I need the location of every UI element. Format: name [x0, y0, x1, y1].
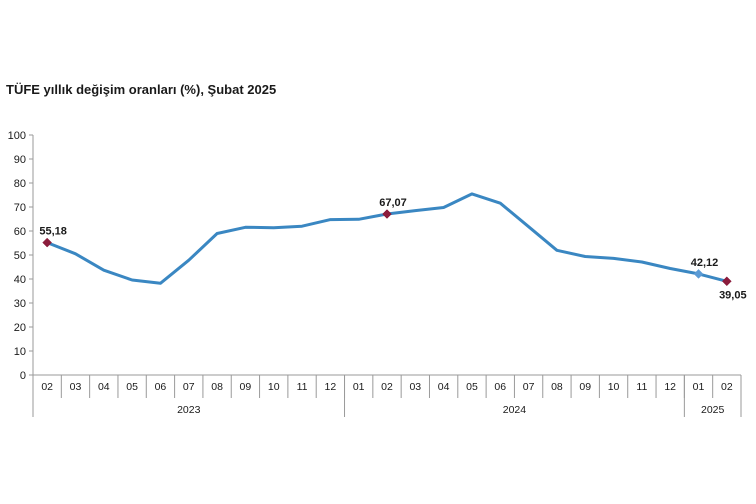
y-tick-label: 30	[14, 298, 26, 310]
x-tick-label: 02	[41, 381, 53, 393]
year-label: 2024	[503, 404, 527, 416]
data-label: 55,18	[39, 226, 67, 238]
x-tick-label: 07	[183, 381, 195, 393]
x-tick-label: 07	[523, 381, 535, 393]
y-tick-label: 0	[20, 370, 26, 382]
y-axis: 0 10 20 30 40 50 60 70 80 90 100	[8, 130, 34, 382]
x-tick-label: 08	[551, 381, 563, 393]
data-point-marker	[42, 237, 53, 248]
x-tick-label: 02	[721, 381, 733, 393]
y-tick-label: 10	[14, 346, 26, 358]
x-tick-label: 01	[693, 381, 705, 393]
data-point-marker	[382, 209, 392, 219]
x-tick-label: 11	[297, 381, 308, 393]
x-tick-label: 08	[211, 381, 223, 393]
y-tick-label: 100	[8, 130, 26, 142]
y-tick-label: 90	[14, 154, 26, 166]
x-tick-label: 10	[268, 381, 280, 393]
x-tick-label: 06	[155, 381, 167, 393]
x-tick-label: 01	[353, 381, 365, 393]
data-label: 67,07	[379, 197, 407, 209]
y-tick-label: 70	[14, 202, 26, 214]
year-label: 2025	[701, 404, 725, 416]
data-label: 42,12	[691, 257, 719, 269]
x-tick-label: 04	[98, 381, 110, 393]
annotation-layer: 55,18 67,07 42,12 39,05	[39, 197, 746, 301]
x-tick-label: 03	[70, 381, 82, 393]
x-tick-label: 03	[409, 381, 421, 393]
y-tick-label: 50	[14, 250, 26, 262]
x-tick-label: 12	[664, 381, 676, 393]
x-tick-label: 10	[608, 381, 620, 393]
x-tick-label: 05	[466, 381, 478, 393]
y-tick-label: 60	[14, 226, 26, 238]
x-tick-label: 04	[438, 381, 450, 393]
x-tick-label: 02	[381, 381, 393, 393]
x-tick-label: 11	[636, 381, 647, 393]
x-tick-label: 05	[126, 381, 138, 393]
y-tick-label: 20	[14, 322, 26, 334]
data-point-marker	[693, 269, 704, 279]
y-tick-label: 80	[14, 178, 26, 190]
x-tick-label: 12	[325, 381, 337, 393]
year-label: 2023	[177, 404, 201, 416]
data-label: 39,05	[719, 289, 747, 301]
data-point-marker	[721, 276, 732, 287]
x-axis: 02 03 04 05 06 07 08 09 10 11 12 01 02 03 04 05 06 07 08 09…	[32, 374, 742, 417]
chart-title: TÜFE yıllık değişim oranları (%), Şubat …	[6, 82, 277, 97]
x-tick-label: 09	[579, 381, 591, 393]
x-tick-label: 06	[494, 381, 506, 393]
y-tick-label: 40	[14, 274, 26, 286]
x-tick-label: 09	[240, 381, 252, 393]
